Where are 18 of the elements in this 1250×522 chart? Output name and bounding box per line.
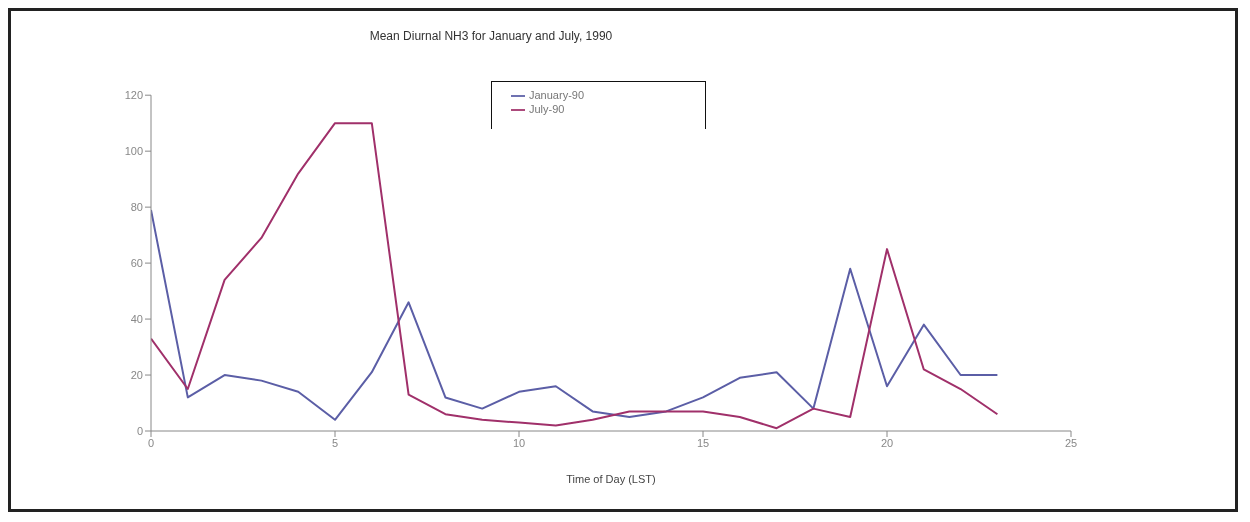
x-tick-label: 5	[331, 436, 339, 449]
y-tick-label: 20	[130, 368, 143, 381]
x-tick-label: 20	[880, 436, 894, 449]
x-tick-label: 10	[512, 436, 526, 449]
y-tick-label: 80	[130, 201, 143, 214]
y-tick-label: 100	[124, 145, 143, 158]
x-axis-title: Time of Day (LST)	[566, 473, 656, 485]
x-tick-label: 0	[147, 436, 155, 449]
y-tick-label: 120	[124, 89, 143, 102]
y-tick-label: 0	[136, 424, 143, 437]
line-series	[151, 122, 999, 430]
legend-label: July-90	[529, 103, 565, 116]
legend-label: January-90	[529, 89, 585, 101]
y-tick-label: 60	[130, 257, 143, 269]
x-tick-label: 15	[696, 436, 710, 449]
x-tick-label: 25	[1064, 436, 1078, 449]
y-tick-label: 40	[130, 312, 143, 325]
chart-title: Mean Diurnal NH3 for January and July, 1990	[368, 29, 614, 43]
